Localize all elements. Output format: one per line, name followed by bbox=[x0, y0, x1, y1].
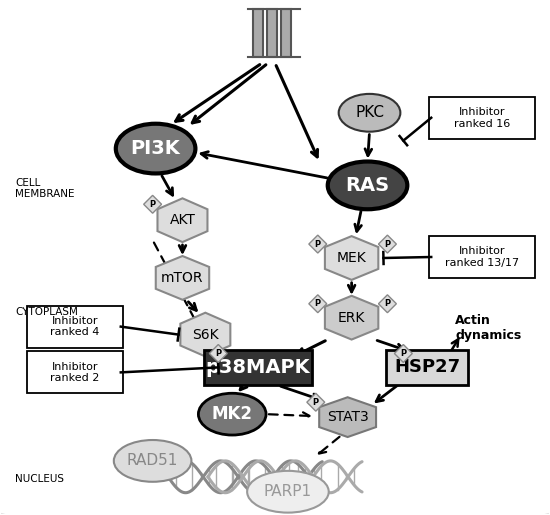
Text: PKC: PKC bbox=[355, 105, 384, 121]
Ellipse shape bbox=[114, 440, 191, 482]
Text: AKT: AKT bbox=[169, 213, 195, 227]
Text: P: P bbox=[313, 398, 319, 407]
Polygon shape bbox=[156, 256, 209, 300]
Polygon shape bbox=[325, 236, 378, 280]
FancyBboxPatch shape bbox=[205, 350, 312, 385]
Text: p38MAPK: p38MAPK bbox=[206, 358, 310, 377]
Text: CYTOPLASM: CYTOPLASM bbox=[15, 307, 78, 317]
Polygon shape bbox=[2, 513, 548, 515]
FancyBboxPatch shape bbox=[253, 9, 263, 57]
FancyBboxPatch shape bbox=[267, 9, 277, 57]
Polygon shape bbox=[378, 235, 397, 253]
Text: CELL
MEMBRANE: CELL MEMBRANE bbox=[15, 178, 75, 199]
Text: RAD51: RAD51 bbox=[127, 453, 178, 469]
Text: STAT3: STAT3 bbox=[327, 410, 368, 424]
FancyBboxPatch shape bbox=[429, 236, 535, 278]
Text: Inhibitor
ranked 13/17: Inhibitor ranked 13/17 bbox=[445, 246, 519, 268]
Polygon shape bbox=[319, 397, 376, 437]
Polygon shape bbox=[144, 195, 162, 213]
Polygon shape bbox=[325, 296, 378, 339]
FancyBboxPatch shape bbox=[28, 352, 123, 393]
FancyBboxPatch shape bbox=[281, 9, 291, 57]
Ellipse shape bbox=[247, 471, 329, 512]
Polygon shape bbox=[307, 393, 324, 411]
Ellipse shape bbox=[328, 162, 408, 209]
Ellipse shape bbox=[199, 393, 266, 435]
Polygon shape bbox=[394, 345, 412, 363]
Text: MK2: MK2 bbox=[212, 405, 252, 423]
FancyBboxPatch shape bbox=[387, 350, 468, 385]
Text: PARP1: PARP1 bbox=[264, 484, 312, 499]
Polygon shape bbox=[157, 198, 207, 242]
FancyBboxPatch shape bbox=[28, 306, 123, 348]
Text: NUCLEUS: NUCLEUS bbox=[15, 474, 64, 484]
Polygon shape bbox=[180, 313, 230, 356]
Text: P: P bbox=[215, 349, 221, 358]
Text: Inhibitor
ranked 4: Inhibitor ranked 4 bbox=[51, 316, 100, 337]
Text: Actin
dynamics: Actin dynamics bbox=[455, 314, 521, 341]
Text: P: P bbox=[315, 299, 321, 308]
Text: P: P bbox=[384, 299, 390, 308]
Text: P: P bbox=[400, 349, 406, 358]
Ellipse shape bbox=[339, 94, 400, 132]
Text: Inhibitor
ranked 2: Inhibitor ranked 2 bbox=[51, 362, 100, 383]
Text: RAS: RAS bbox=[345, 176, 389, 195]
Polygon shape bbox=[210, 345, 227, 363]
Text: S6K: S6K bbox=[192, 328, 219, 341]
Text: MEK: MEK bbox=[337, 251, 366, 265]
Text: HSP27: HSP27 bbox=[394, 358, 460, 376]
Text: mTOR: mTOR bbox=[161, 271, 204, 285]
Polygon shape bbox=[309, 295, 327, 313]
Polygon shape bbox=[309, 235, 327, 253]
Ellipse shape bbox=[116, 124, 195, 174]
Text: Inhibitor
ranked 16: Inhibitor ranked 16 bbox=[454, 107, 510, 129]
Text: P: P bbox=[384, 239, 390, 249]
Text: PI3K: PI3K bbox=[131, 139, 180, 158]
Text: ERK: ERK bbox=[338, 311, 365, 324]
Polygon shape bbox=[378, 295, 397, 313]
Text: P: P bbox=[315, 239, 321, 249]
FancyBboxPatch shape bbox=[429, 97, 535, 139]
Text: P: P bbox=[150, 200, 156, 209]
